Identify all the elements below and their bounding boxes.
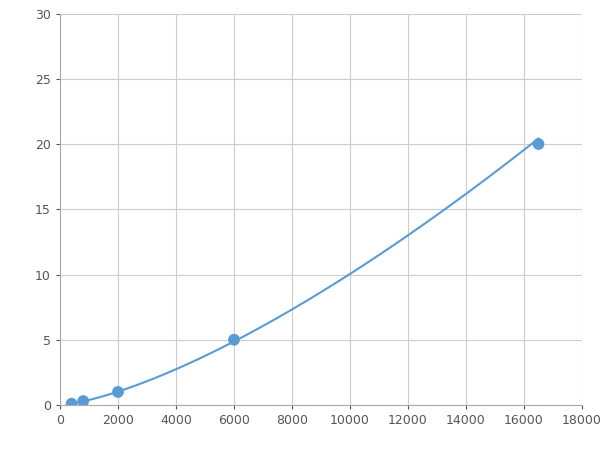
Point	[229, 336, 239, 343]
Point	[113, 388, 123, 396]
Point	[79, 397, 88, 405]
Point	[67, 400, 76, 407]
Point	[534, 140, 544, 148]
